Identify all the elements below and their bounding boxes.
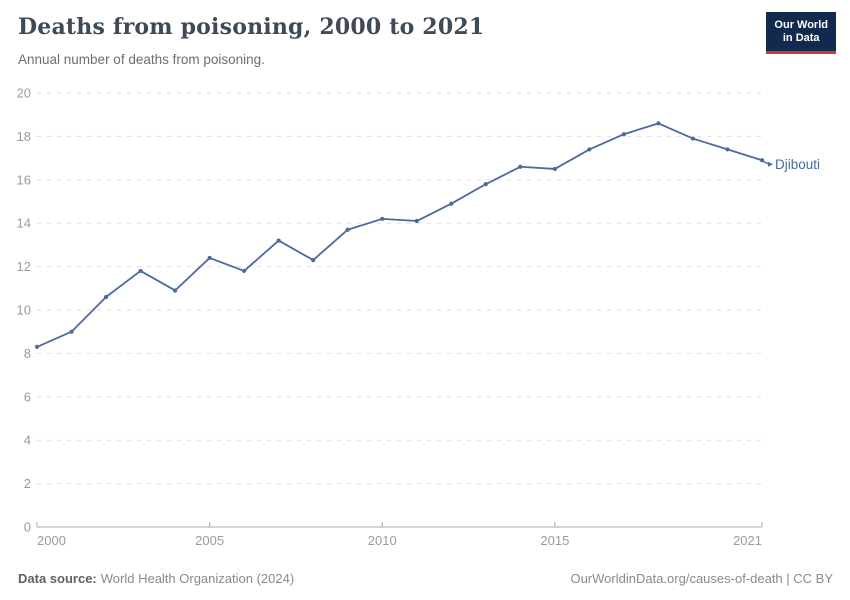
page-title: Deaths from poisoning, 2000 to 2021 (18, 14, 485, 40)
data-point[interactable] (276, 238, 281, 243)
data-point[interactable] (483, 182, 488, 187)
y-axis-label: 2 (24, 476, 31, 491)
data-point[interactable] (449, 201, 454, 206)
data-point[interactable] (552, 166, 557, 172)
data-point[interactable] (690, 136, 696, 141)
y-axis-label: 16 (17, 172, 31, 187)
data-point[interactable] (172, 288, 178, 293)
y-axis-label: 14 (17, 216, 31, 231)
x-axis-label: 2005 (195, 533, 224, 548)
x-axis-label: 2010 (368, 533, 397, 548)
y-axis-label: 6 (24, 389, 31, 404)
y-axis-label: 20 (17, 86, 31, 101)
y-axis-label: 12 (17, 259, 31, 274)
y-axis-label: 10 (17, 303, 31, 318)
data-point[interactable] (311, 257, 316, 263)
owid-logo-line1: Our World (774, 19, 828, 31)
footer-link[interactable]: OurWorldinData.org/causes-of-death | CC … (570, 571, 833, 586)
entity-label-arrow-icon (768, 161, 773, 167)
chart-subtitle: Annual number of deaths from poisoning. (18, 52, 265, 67)
data-point[interactable] (345, 227, 350, 232)
data-line[interactable] (36, 122, 763, 348)
x-axis-label: 2021 (733, 533, 762, 548)
data-point[interactable] (380, 216, 385, 221)
data-point[interactable] (414, 218, 419, 224)
data-point[interactable] (242, 268, 247, 274)
y-axis-label: 8 (24, 346, 31, 361)
y-axis-label: 4 (24, 433, 31, 448)
data-source: Data source: World Health Organization (2… (18, 571, 294, 586)
data-point[interactable] (587, 147, 592, 152)
x-axis-label: 2000 (37, 533, 66, 548)
y-axis-label: 18 (17, 129, 31, 144)
data-point[interactable] (34, 344, 40, 349)
entity-label[interactable]: Djibouti (775, 157, 820, 172)
data-point[interactable] (518, 164, 523, 169)
y-axis-label: 0 (24, 520, 31, 535)
data-source-text: World Health Organization (2024) (100, 571, 295, 586)
data-point[interactable] (725, 147, 730, 152)
x-axis-label: 2015 (540, 533, 569, 548)
owid-logo[interactable]: Our World in Data (766, 12, 836, 54)
owid-logo-line2: in Data (782, 32, 820, 44)
data-source-label: Data source: (18, 571, 97, 586)
data-point[interactable] (207, 255, 212, 261)
data-point[interactable] (138, 268, 143, 274)
data-point[interactable] (656, 121, 661, 126)
data-point[interactable] (103, 294, 109, 300)
data-point[interactable] (621, 132, 627, 137)
data-point[interactable] (69, 329, 74, 334)
